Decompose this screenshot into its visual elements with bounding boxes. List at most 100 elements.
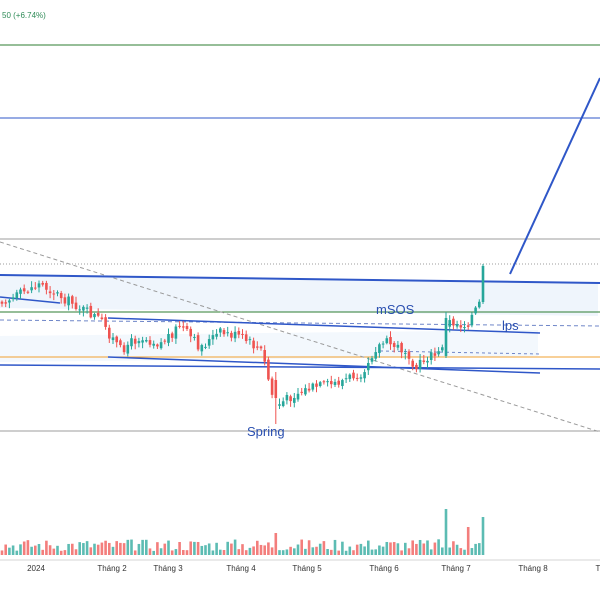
candle-body xyxy=(233,331,237,339)
volume-bar xyxy=(0,550,4,555)
volume-bar xyxy=(8,547,11,555)
candle-body xyxy=(133,338,137,344)
candle-body xyxy=(326,381,329,383)
volume-bar xyxy=(318,543,322,555)
volume-bar xyxy=(478,543,481,555)
volume-bar xyxy=(137,543,141,555)
candle-body xyxy=(56,292,59,294)
volume-bar xyxy=(304,548,307,555)
trend-line xyxy=(0,364,600,370)
candle-body xyxy=(41,282,44,285)
candle-body xyxy=(215,333,218,337)
volume-bar xyxy=(244,550,248,555)
volume-bar xyxy=(111,546,115,555)
volume-bar xyxy=(78,542,81,555)
volume-bar xyxy=(404,542,407,555)
volume-bar xyxy=(270,547,274,555)
candle-body xyxy=(126,344,130,354)
volume-bar xyxy=(126,539,130,555)
channel-shading xyxy=(0,276,598,316)
candle-body xyxy=(145,340,148,342)
annotation-lps: lps xyxy=(502,318,519,333)
volume-bar xyxy=(411,540,414,555)
volume-bar xyxy=(263,545,266,555)
volume-bar xyxy=(481,517,485,555)
volume-bar xyxy=(433,542,437,555)
volume-bar xyxy=(15,550,19,555)
volume-bar xyxy=(4,544,7,555)
candle-body xyxy=(389,337,392,345)
candle-body xyxy=(200,345,204,352)
volume-bar xyxy=(281,550,285,555)
volume-bar xyxy=(300,539,303,555)
volume-bar xyxy=(267,542,270,555)
candle-body xyxy=(122,345,126,353)
volume-bar xyxy=(145,539,148,555)
candle-body xyxy=(108,327,111,339)
candle-body xyxy=(137,341,141,344)
candle-body xyxy=(418,359,422,369)
candle-body xyxy=(237,330,241,335)
volume-bar xyxy=(337,550,340,555)
volume-bar xyxy=(215,542,218,555)
candle-body xyxy=(45,282,48,290)
volume-bar xyxy=(82,543,85,555)
volume-bar xyxy=(170,550,174,555)
candle-body xyxy=(392,343,396,347)
volume-bar xyxy=(59,550,63,555)
volume-bar xyxy=(196,541,200,555)
trend-line xyxy=(107,356,541,374)
candle-body xyxy=(196,335,200,350)
annotation-msos: mSOS xyxy=(376,302,415,317)
volume-bar xyxy=(322,541,326,555)
volume-bar xyxy=(293,548,296,555)
candle-body xyxy=(400,343,403,353)
volume-bar xyxy=(415,543,418,555)
volume-bar xyxy=(159,548,163,555)
volume-bar xyxy=(448,547,451,555)
volume-bar xyxy=(259,544,263,555)
candle-body xyxy=(363,372,366,379)
candle-body xyxy=(226,332,229,334)
candle-body xyxy=(367,363,370,371)
candle-body xyxy=(111,337,115,341)
candle-body xyxy=(348,374,352,379)
volume-bar xyxy=(26,540,30,555)
volume-bar xyxy=(385,541,389,555)
volume-bar xyxy=(422,543,426,555)
volume-bar xyxy=(167,540,170,555)
candle-body xyxy=(152,343,155,346)
candle-body xyxy=(307,388,311,391)
candle-body xyxy=(281,401,285,407)
candle-body xyxy=(466,325,470,327)
volume-bar xyxy=(100,542,104,555)
candle-body xyxy=(441,347,444,351)
candle-body xyxy=(396,344,400,348)
volume-bar xyxy=(34,545,37,555)
candle-body xyxy=(37,283,41,288)
volume-bar xyxy=(52,548,56,555)
candle-body xyxy=(259,346,263,349)
candle-body xyxy=(481,266,485,302)
candle-body xyxy=(444,318,448,356)
volume-bar xyxy=(341,541,344,555)
candle-body xyxy=(89,305,93,318)
volume-bar xyxy=(378,545,381,555)
x-tick-label: Tháng 2 xyxy=(97,564,127,573)
candle-body xyxy=(256,346,259,348)
volume-bar xyxy=(182,549,185,555)
candle-body xyxy=(48,291,52,294)
volume-bar xyxy=(352,550,355,555)
candlestick-series xyxy=(0,264,485,424)
candle-body xyxy=(300,391,303,393)
volume-bar xyxy=(418,539,422,555)
volume-bar xyxy=(22,541,26,555)
volume-bar xyxy=(74,549,78,555)
candle-body xyxy=(344,378,348,380)
trend-line xyxy=(107,317,541,334)
volume-bar xyxy=(204,545,207,555)
candle-body xyxy=(119,340,122,346)
candle-body xyxy=(241,333,244,335)
candle-body xyxy=(174,326,178,339)
